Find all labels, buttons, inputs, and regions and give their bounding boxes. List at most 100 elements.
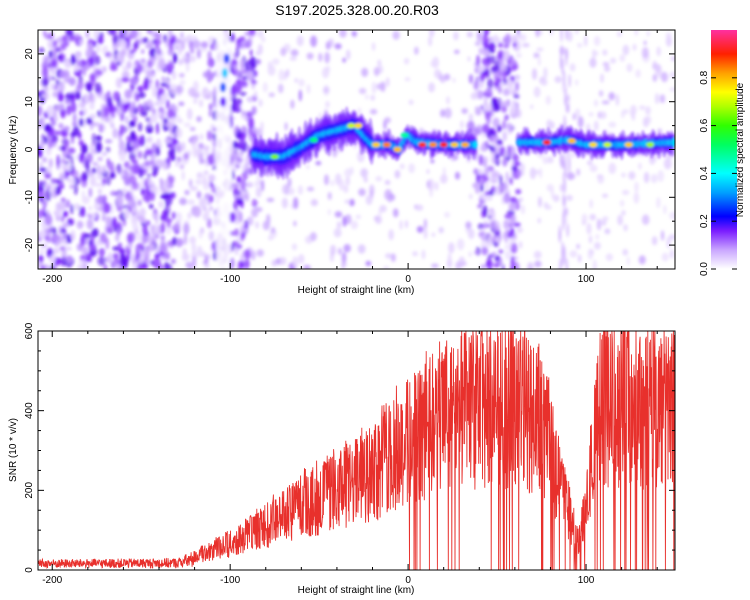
spectrogram-noise-cell <box>120 112 125 122</box>
spectrogram-noise-cell <box>182 247 187 258</box>
tone-peak <box>382 142 391 148</box>
spectrogram-noise-cell <box>112 127 118 139</box>
spectrogram-noise-cell <box>291 243 298 251</box>
spectrogram-noise-cell <box>40 196 45 203</box>
spectrogram-noise-cell <box>88 205 93 211</box>
spectrogram-noise-cell <box>249 49 253 57</box>
spectrogram-noise-cell <box>170 258 176 265</box>
spectrogram-noise-cell <box>403 57 410 65</box>
spectrogram-noise-cell <box>334 43 342 50</box>
spectrogram-noise-cell <box>175 37 180 44</box>
spectrogram-noise-cell <box>428 82 435 93</box>
spectrogram-noise-cell <box>236 175 242 183</box>
spectrogram-noise-cell <box>468 251 472 258</box>
spectrogram-noise-cell <box>154 32 162 41</box>
spectrogram-noise-cell <box>399 220 403 230</box>
spectrogram-noise-cell <box>595 234 600 240</box>
spectrogram-noise-cell <box>272 58 280 65</box>
spectrogram-noise-cell <box>565 47 568 67</box>
spectrogram-noise-cell <box>150 259 154 266</box>
spectrogram-noise-cell <box>596 174 604 179</box>
spectrogram-noise-cell <box>423 218 427 230</box>
spectrogram-noise-cell <box>404 219 409 229</box>
spectrogram-noise-cell <box>86 212 91 218</box>
spectrogram-noise-cell <box>510 266 514 269</box>
spectrogram-noise-cell <box>622 248 629 256</box>
spectrogram-noise-cell <box>152 86 158 95</box>
spectrogram-noise-cell <box>200 251 207 258</box>
spectrogram-noise-cell <box>251 79 257 85</box>
spectrogram-noise-cell <box>112 216 117 228</box>
spectrogram-noise-cell <box>230 32 235 43</box>
spectrogram-noise-cell <box>561 57 564 75</box>
spectrogram-noise-cell <box>58 225 62 233</box>
spectrogram-noise-cell <box>538 196 542 208</box>
spectrogram-noise-cell <box>483 99 488 109</box>
spectrogram-noise-cell <box>592 49 597 59</box>
spectrogram-noise-cell <box>76 52 81 60</box>
spectrogram-noise-cell <box>480 104 484 110</box>
spectrogram-noise-cell <box>65 92 74 101</box>
spectrogram-noise-cell <box>126 60 132 69</box>
spectrogram-noise-cell <box>70 155 74 167</box>
spectrogram-noise-cell <box>576 243 581 250</box>
spectrogram-noise-cell <box>494 103 501 112</box>
spectrogram-noise-cell <box>102 202 111 214</box>
spectrogram-noise-cell <box>534 52 540 58</box>
spectrogram-noise-cell <box>160 82 168 87</box>
spectrogram-noise-cell <box>179 72 185 78</box>
spectrogram-noise-cell <box>173 42 181 48</box>
spectrogram-noise-cell <box>503 219 510 230</box>
spectrogram-noise-cell <box>131 252 135 261</box>
spectrogram-noise-cell <box>634 30 639 36</box>
spectrogram-noise-cell <box>63 125 70 132</box>
spectrogram-noise-cell <box>502 88 510 96</box>
spectrogram-noise-cell <box>168 191 176 199</box>
spectrogram-noise-cell <box>482 49 491 57</box>
spectrogram-noise-cell <box>136 63 144 73</box>
spectrogram-noise-cell <box>255 221 260 229</box>
spectrogram-noise-cell <box>100 111 104 123</box>
spectrogram-noise-cell <box>136 242 144 250</box>
spectrogram-noise-cell <box>235 142 241 150</box>
spectrogram-noise-cell <box>643 171 650 184</box>
spectrogram-noise-cell <box>488 36 494 42</box>
spectrogram-noise-cell <box>203 263 210 269</box>
spectrogram-ytick-label: 20 <box>24 48 35 60</box>
spectrogram-noise-cell <box>81 60 88 66</box>
spectrogram-noise-cell <box>251 198 258 208</box>
spectrogram-noise-cell <box>155 79 159 90</box>
spectrogram-noise-cell <box>562 211 565 232</box>
spectrogram-noise-cell <box>600 73 604 83</box>
spectrogram-noise-cell <box>160 194 167 199</box>
spectrogram-noise-cell <box>89 113 97 120</box>
spectrogram-noise-cell <box>210 187 218 193</box>
spectrogram-noise-cell <box>172 105 179 113</box>
spectrogram-noise-cell <box>565 258 569 269</box>
spectrogram-noise-cell <box>155 159 164 169</box>
spectrogram-noise-cell <box>456 238 465 251</box>
spectrogram-noise-cell <box>363 176 368 183</box>
spectrogram-noise-cell <box>254 180 259 188</box>
spectrogram-noise-cell <box>81 246 89 255</box>
spectrogram-noise-cell <box>474 250 480 255</box>
spectrogram-noise-cell <box>151 143 157 154</box>
spectrogram-noise-cell <box>476 173 480 184</box>
spectrogram-noise-cell <box>468 113 474 122</box>
spectrogram-noise-cell <box>239 150 244 160</box>
spectrogram-noise-cell <box>155 122 160 135</box>
spectrogram-noise-cell <box>83 93 90 105</box>
spectrogram-noise-cell <box>516 226 523 234</box>
spectrogram-noise-cell <box>79 110 85 117</box>
spectrogram-noise-cell <box>369 108 378 115</box>
spectrogram-noise-cell <box>131 224 140 231</box>
spectrogram-noise-cell <box>232 62 238 73</box>
spectrogram-noise-cell <box>429 30 435 38</box>
spectrogram-noise-cell <box>55 79 61 86</box>
spectrogram-noise-cell <box>236 70 240 78</box>
spectrogram-noise-cell <box>207 57 216 68</box>
spectrogram-noise-cell <box>293 197 299 209</box>
spectrogram-noise-cell <box>498 175 503 185</box>
spectrogram-noise-cell <box>602 193 609 198</box>
